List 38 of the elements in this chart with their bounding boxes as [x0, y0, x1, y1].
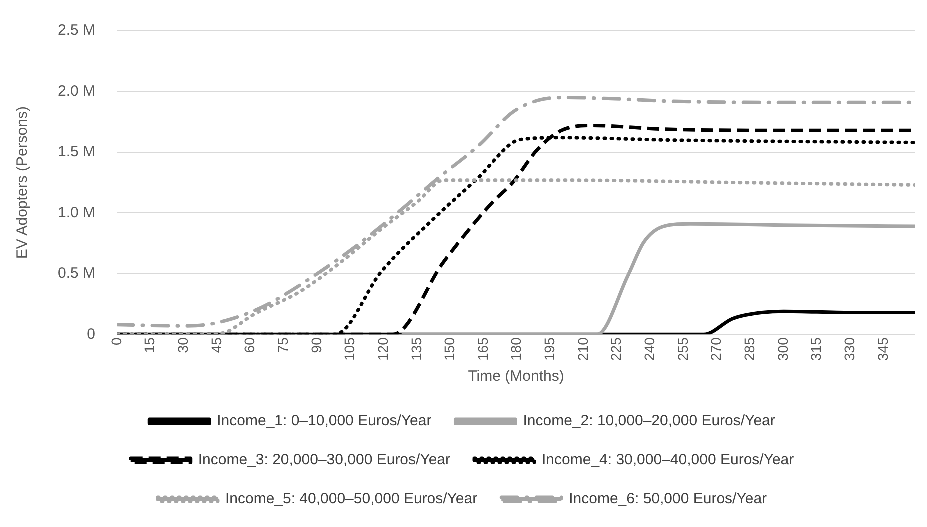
x-tick-label: 90 — [308, 337, 324, 354]
y-tick-label: 1.5 M — [58, 144, 96, 161]
x-tick-label: 330 — [841, 337, 858, 361]
x-tick-label: 315 — [808, 337, 824, 361]
legend-label: Income_2: 10,000–20,000 Euros/Year — [523, 412, 776, 430]
x-tick-label: 285 — [741, 337, 758, 361]
x-tick-label: 120 — [374, 337, 391, 361]
x-tick-label: 150 — [442, 337, 458, 361]
x-tick-label: 105 — [342, 337, 358, 361]
legend-label: Income_1: 0–10,000 Euros/Year — [217, 412, 432, 430]
y-tick-label: 1.0 M — [58, 204, 96, 222]
y-tick-label: 2.0 M — [58, 82, 96, 100]
y-tick-label: 0.5 M — [58, 265, 96, 282]
x-tick-label: 270 — [708, 337, 724, 361]
x-tick-label: 180 — [508, 337, 524, 361]
x-tick-label: 30 — [175, 337, 192, 354]
x-tick-label: 75 — [274, 337, 291, 354]
x-tick-label: 300 — [774, 337, 791, 361]
x-tick-label: 210 — [574, 337, 591, 361]
x-tick-label: 240 — [642, 337, 658, 361]
x-tick-label: 255 — [674, 337, 691, 361]
x-tick-label: 195 — [542, 337, 558, 361]
x-tick-label: 60 — [242, 337, 258, 354]
y-tick-label: 2.5 M — [58, 22, 96, 40]
legend-label: Income_5: 40,000–50,000 Euros/Year — [225, 490, 478, 508]
x-tick-label: 165 — [474, 337, 491, 361]
legend-label: Income_4: 30,000–40,000 Euros/Year — [542, 452, 794, 469]
x-tick-label: 135 — [408, 337, 424, 361]
x-tick-label: 15 — [142, 337, 158, 354]
x-tick-label: 345 — [874, 337, 891, 361]
x-tick-label: 0 — [108, 337, 124, 346]
x-tick-label: 45 — [208, 337, 224, 354]
x-tick-label: 225 — [608, 337, 624, 361]
x-axis-title: Time (Months) — [468, 368, 564, 386]
legend-label: Income_3: 20,000–30,000 Euros/Year — [198, 452, 451, 469]
legend-label: Income_6: 50,000 Euros/Year — [569, 490, 768, 508]
line-series — [400, 222, 915, 335]
y-axis-title: EV Adopters (Persons) — [14, 106, 32, 260]
